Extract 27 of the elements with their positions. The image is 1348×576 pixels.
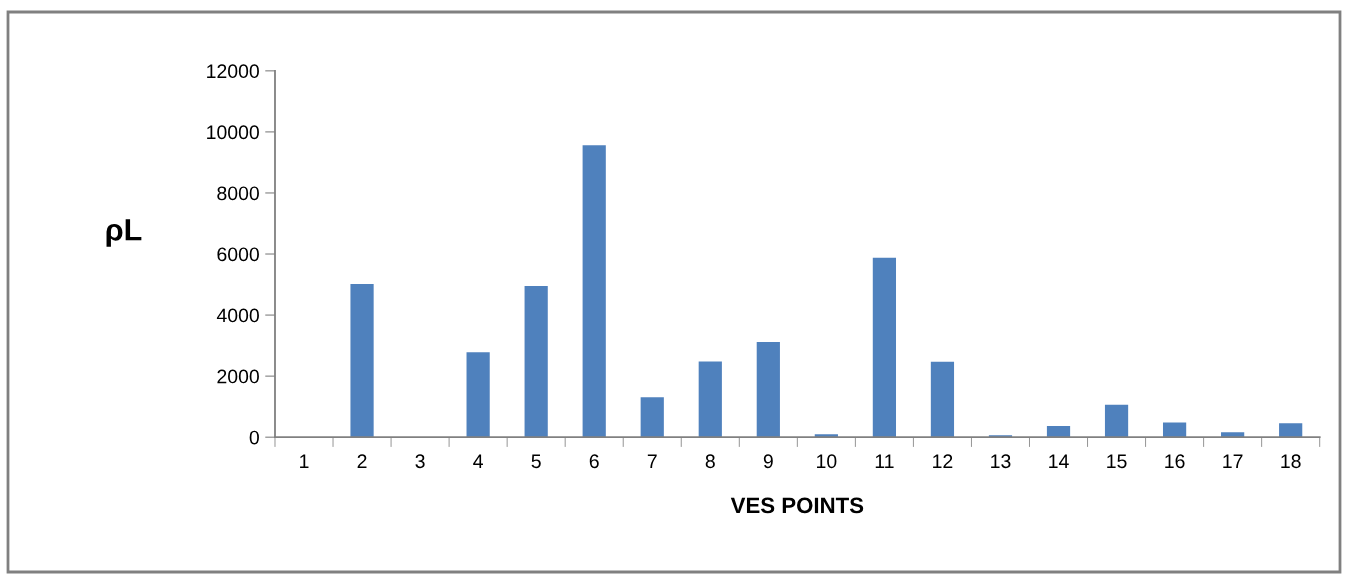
x-tick-label: 16 <box>1165 454 1185 469</box>
y-tick-label: 10000 <box>207 125 259 140</box>
y-tick-label: 4000 <box>216 308 259 323</box>
x-axis-title: VES POINTS <box>730 497 864 514</box>
x-tick-label: 4 <box>473 454 483 468</box>
x-tick-label: 7 <box>647 454 657 468</box>
x-tick-label: 2 <box>357 454 367 468</box>
y-tick-label: 0 <box>249 430 259 445</box>
x-tick-label: 6 <box>589 454 599 469</box>
x-tick-label: 13 <box>991 454 1011 469</box>
y-tick-label: 8000 <box>217 186 259 201</box>
x-tick-label: 15 <box>1107 454 1127 469</box>
x-tick-label: 5 <box>531 454 541 469</box>
x-tick-label: 12 <box>933 454 953 468</box>
y-axis-title: ρL <box>106 219 142 247</box>
y-tick-label: 2000 <box>217 369 259 384</box>
x-tick-label: 3 <box>415 454 425 469</box>
x-tick-label: 10 <box>817 454 837 469</box>
y-tick-label: 12000 <box>207 64 259 79</box>
x-tick-label: 18 <box>1281 454 1301 469</box>
x-tick-label: 8 <box>705 454 715 469</box>
x-tick-label: 11 <box>875 454 894 468</box>
x-tick-label: 17 <box>1223 454 1243 468</box>
x-tick-label: 9 <box>763 454 773 469</box>
x-tick-label: 1 <box>300 454 309 468</box>
x-tick-label: 14 <box>1049 454 1069 468</box>
y-tick-label: 6000 <box>217 247 259 262</box>
